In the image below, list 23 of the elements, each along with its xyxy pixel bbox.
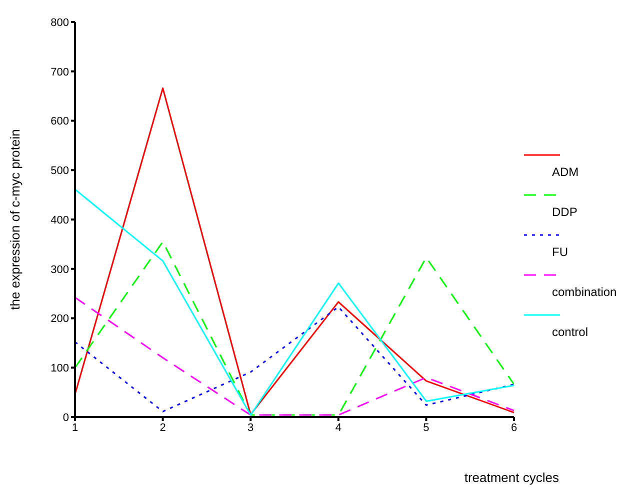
x-tick-label: 6 [510, 422, 518, 434]
x-axis-title: treatment cycles [464, 470, 560, 485]
line-series [75, 87, 514, 416]
legend-label: ADM [552, 165, 580, 179]
y-tick-label: 300 [50, 264, 69, 276]
y-tick-label: 800 [50, 16, 69, 29]
y-tick-label: 500 [50, 165, 69, 178]
x-tick-label: 2 [160, 422, 166, 434]
y-tick-label: 200 [50, 313, 69, 326]
y-axis-title: the expression of c-myc protein [8, 129, 23, 310]
y-tick-label: 700 [50, 66, 69, 78]
legend-label: DDP [552, 205, 578, 219]
y-tick-label: 400 [50, 214, 69, 226]
y-tick-label: 600 [50, 116, 69, 128]
x-tick-label: 1 [72, 422, 78, 434]
legend-label: FU [552, 245, 569, 259]
y-tick-label: 100 [50, 362, 69, 375]
y-tick-label: 0 [62, 412, 69, 424]
x-tick-label: 3 [248, 422, 254, 434]
legend-label: combination [552, 285, 617, 299]
x-tick-label: 4 [335, 422, 342, 434]
x-tick-label: 5 [423, 422, 430, 434]
legend-label: control [552, 325, 590, 339]
